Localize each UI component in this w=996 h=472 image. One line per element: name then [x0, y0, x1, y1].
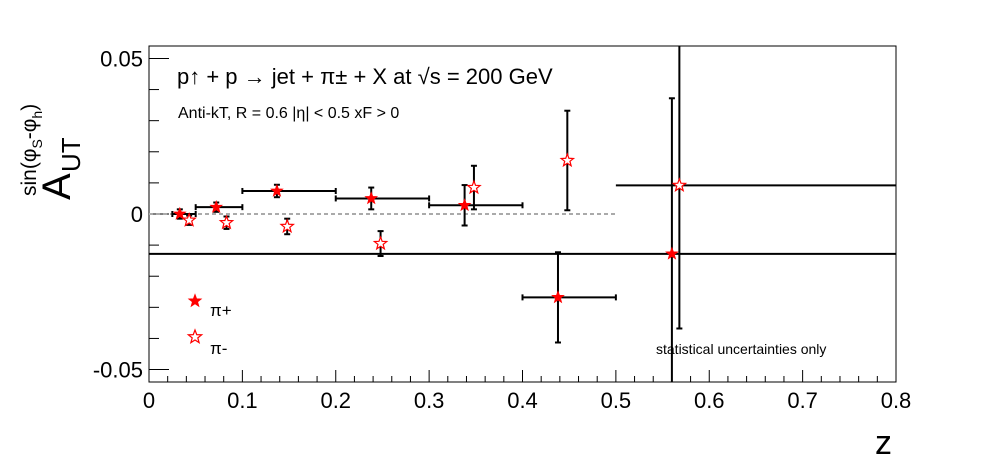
y-tick-label: 0 — [131, 202, 143, 227]
legend-label-pi-minus: π- — [210, 339, 227, 358]
x-tick-label: 0.2 — [320, 388, 351, 413]
x-tick-label: 0.3 — [414, 388, 445, 413]
x-axis-title: z — [875, 424, 892, 462]
y-axis-title-sub: UT — [56, 137, 86, 172]
chart-subtitle: Anti-kT, R = 0.6 |η| < 0.5 xF > 0 — [178, 105, 399, 122]
y-tick-label: -0.05 — [93, 358, 143, 383]
x-tick-label: 0.4 — [507, 388, 538, 413]
x-tick-label: 0.7 — [787, 388, 818, 413]
uncertainty-note: statistical uncertainties only — [656, 341, 826, 357]
x-tick-label: 0.6 — [694, 388, 725, 413]
legend-label-pi-plus: π+ — [210, 301, 232, 320]
x-tick-label: 0.8 — [881, 388, 912, 413]
x-tick-label: 0 — [143, 388, 155, 413]
y-tick-label: 0.05 — [100, 46, 143, 71]
y-axis-title-main: A — [35, 173, 79, 200]
x-tick-label: 0.5 — [601, 388, 632, 413]
chart-title: p↑ + p → jet + π± + X at √s = 200 GeV — [177, 64, 553, 89]
x-tick-label: 0.1 — [227, 388, 258, 413]
